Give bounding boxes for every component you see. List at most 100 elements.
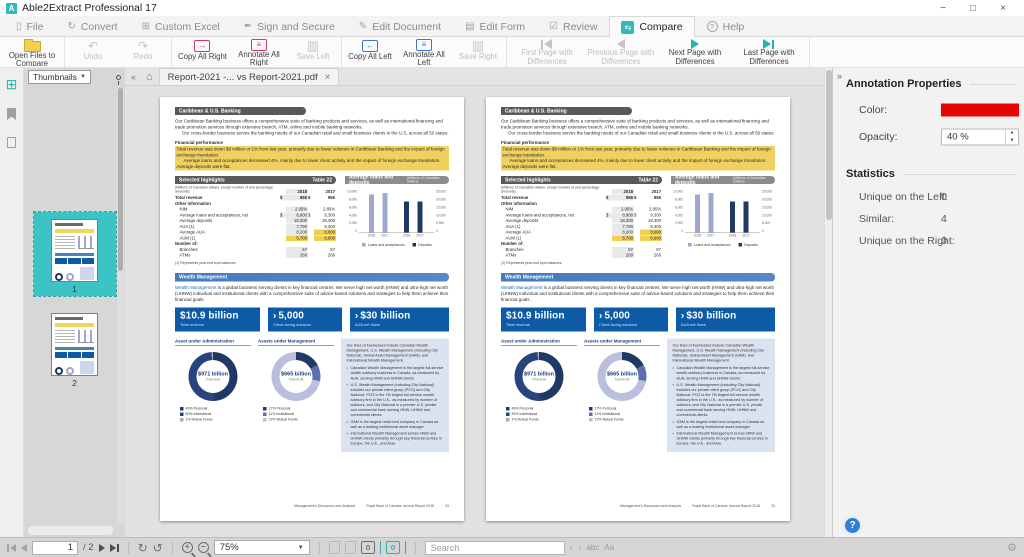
document-scrollbar[interactable]: [824, 68, 832, 537]
cell-2017: 8,400: [323, 223, 335, 229]
table-row: Branches 57 67: [501, 246, 662, 253]
statistics-title: Statistics: [846, 168, 895, 180]
stat-box: › $30 billion AUA net flows: [349, 307, 449, 332]
legend-item: 49% Personal: [179, 406, 251, 411]
row-label: Number of:: [500, 241, 524, 247]
x-axis-labels: 2018 2017 2018 2017: [685, 234, 760, 239]
search-next-icon[interactable]: ›: [578, 542, 582, 553]
tab-sign-and-secure[interactable]: ✒ Sign and Secure: [232, 16, 347, 36]
attachments-panel-icon[interactable]: [7, 137, 16, 148]
panel-collapse-icon[interactable]: »: [837, 71, 843, 81]
pdf-page[interactable]: Caribbean & U.S. Banking Our Caribbean B…: [159, 97, 464, 521]
pdf-page[interactable]: Caribbean & U.S. Banking Our Caribbean B…: [485, 97, 790, 521]
tab-label: Edit Form: [479, 20, 526, 33]
tab-compare[interactable]: ⇆ Compare: [609, 16, 695, 37]
single-page-view-icon[interactable]: [328, 541, 340, 554]
page-footer: Management's Discussion and Analysis Roy…: [619, 504, 775, 509]
home-icon[interactable]: ⌂: [146, 70, 153, 83]
bullet-item: International Wealth Management serves H…: [672, 431, 769, 446]
minimize-button[interactable]: −: [940, 2, 946, 14]
x-tick-label: 2018: [693, 234, 701, 238]
last-page-button[interactable]: [109, 543, 119, 552]
stat-box: › 5,000 Client-facing advisors: [593, 307, 668, 332]
search-input[interactable]: [424, 540, 565, 555]
table-row: ATMs 269 266: [501, 252, 662, 259]
tab-custom-excel[interactable]: ⊞ Custom Excel: [130, 16, 232, 36]
toolbar-button-label: Save Right: [458, 52, 498, 61]
tab-edit-document[interactable]: ✎ Edit Document: [347, 16, 453, 36]
copy-all-left-button[interactable]: ← Copy All Left: [345, 38, 395, 66]
document-tab[interactable]: Report-2021 -... vs Report-2021.pdf ×: [158, 68, 340, 85]
compare-highlight: Total revenue was down $9 million or 1% …: [174, 145, 449, 171]
tab-help[interactable]: ? Help: [695, 16, 757, 36]
thumbnail-hscrollbar[interactable]: [28, 526, 113, 535]
thumbnail-page-1[interactable]: 1: [32, 211, 117, 297]
previous-page-button[interactable]: [21, 543, 27, 552]
column-header: 2018: [285, 188, 308, 195]
rotate-counterclockwise-icon[interactable]: ↺: [152, 540, 163, 555]
row-label: ATMs: [505, 252, 516, 258]
tab-close-icon[interactable]: ×: [324, 71, 331, 83]
table-row: Average loans and acceptances, net $8,900…: [501, 212, 662, 218]
last-page-with-differences-button[interactable]: Last Page with Differences: [732, 38, 806, 66]
legend-swatch: [738, 243, 742, 247]
first-page-button[interactable]: [7, 543, 16, 552]
zoom-out-icon[interactable]: −: [197, 542, 209, 553]
table-row: Average deposits 18,300 18,300: [501, 218, 662, 224]
previous-page-with-differences-button: Previous Page with Differences: [584, 38, 658, 66]
cell-2018: 8,200: [285, 229, 308, 236]
convert-icon: ↻: [67, 21, 76, 32]
thumbnails-panel-icon[interactable]: ⊞: [5, 76, 18, 92]
next-page-with-differences-button[interactable]: Next Page with Differences: [658, 38, 732, 66]
copy-all-right-button[interactable]: → Copy All Right: [175, 38, 230, 66]
maximize-button[interactable]: □: [969, 2, 977, 14]
cell-2017: 9,300: [323, 212, 335, 218]
sidebar-collapse-icon[interactable]: «: [131, 71, 137, 82]
thumbnails-dropdown[interactable]: Thumbnails ▼: [28, 70, 91, 84]
wm-intro: Wealth Management is a global business s…: [174, 285, 448, 302]
row-label: AUA (1): [505, 223, 520, 229]
stat-box: › $30 billion AUA net flows: [675, 307, 775, 332]
side-by-side-view-icon[interactable]: [360, 541, 375, 554]
rotate-clockwise-icon[interactable]: ↻: [137, 540, 148, 555]
opacity-spinner[interactable]: 40 % ▲ ▼: [941, 128, 1019, 145]
y-axis-right: 25,000 20,000 15,000 10,000 5,000 0: [434, 190, 449, 233]
save-right-icon: ▥: [471, 38, 485, 53]
next-page-button[interactable]: [98, 543, 105, 552]
redo-button: ↷ Redo: [118, 38, 168, 66]
table-footnote: (1) Represents year-end spot balances.: [500, 261, 562, 266]
page-number-input[interactable]: [32, 540, 78, 555]
match-case-icon[interactable]: Aa: [604, 543, 615, 552]
legend-swatch: [588, 417, 592, 422]
thumbnails-panel-title: Thumbnails: [33, 72, 77, 82]
toolbar-button-label: Next Page with Differences: [668, 48, 722, 66]
annotate-all-right-button[interactable]: ≡ Annotate All Right: [230, 38, 288, 66]
annotate-all-left-button[interactable]: ≡ Annotate All Left: [395, 38, 453, 66]
legend-item: 1% Mutual Funds: [505, 417, 577, 422]
tab-edit-form[interactable]: ▤ Edit Form: [453, 16, 537, 36]
continuous-view-icon[interactable]: [344, 541, 356, 554]
chart-plot: [358, 190, 434, 234]
synchronized-scroll-icon[interactable]: [385, 541, 400, 554]
match-whole-word-icon[interactable]: abc: [586, 543, 600, 552]
row-label: Average deposits: [179, 218, 212, 224]
zoom-select[interactable]: 75% ▼: [213, 540, 310, 555]
close-button[interactable]: ×: [1000, 2, 1006, 14]
spin-down-icon[interactable]: ▼: [1009, 137, 1015, 144]
tab-review[interactable]: ☑ Review: [537, 16, 609, 36]
thumbnail-scrollbar[interactable]: [117, 88, 124, 523]
search-previous-icon[interactable]: ‹: [569, 542, 574, 553]
spin-up-icon[interactable]: ▲: [1009, 129, 1015, 136]
open-files-to-compare-button[interactable]: Open Files to Compare: [3, 38, 61, 66]
pin-icon[interactable]: [116, 74, 121, 85]
thumbnail-page-2[interactable]: 2: [34, 306, 116, 390]
color-swatch[interactable]: [941, 103, 1019, 116]
bullet-item: U.S. Wealth Management (including City N…: [346, 382, 443, 417]
help-button[interactable]: ?: [845, 518, 860, 533]
chart-legend: Loans and acceptances Deposits: [345, 243, 449, 247]
tab-convert[interactable]: ↻ Convert: [55, 16, 129, 36]
tab-file[interactable]: ▯ File: [4, 16, 55, 36]
bookmarks-panel-icon[interactable]: [7, 108, 16, 120]
zoom-in-icon[interactable]: +: [181, 542, 193, 553]
settings-gear-icon[interactable]: ⚙: [1007, 542, 1017, 554]
